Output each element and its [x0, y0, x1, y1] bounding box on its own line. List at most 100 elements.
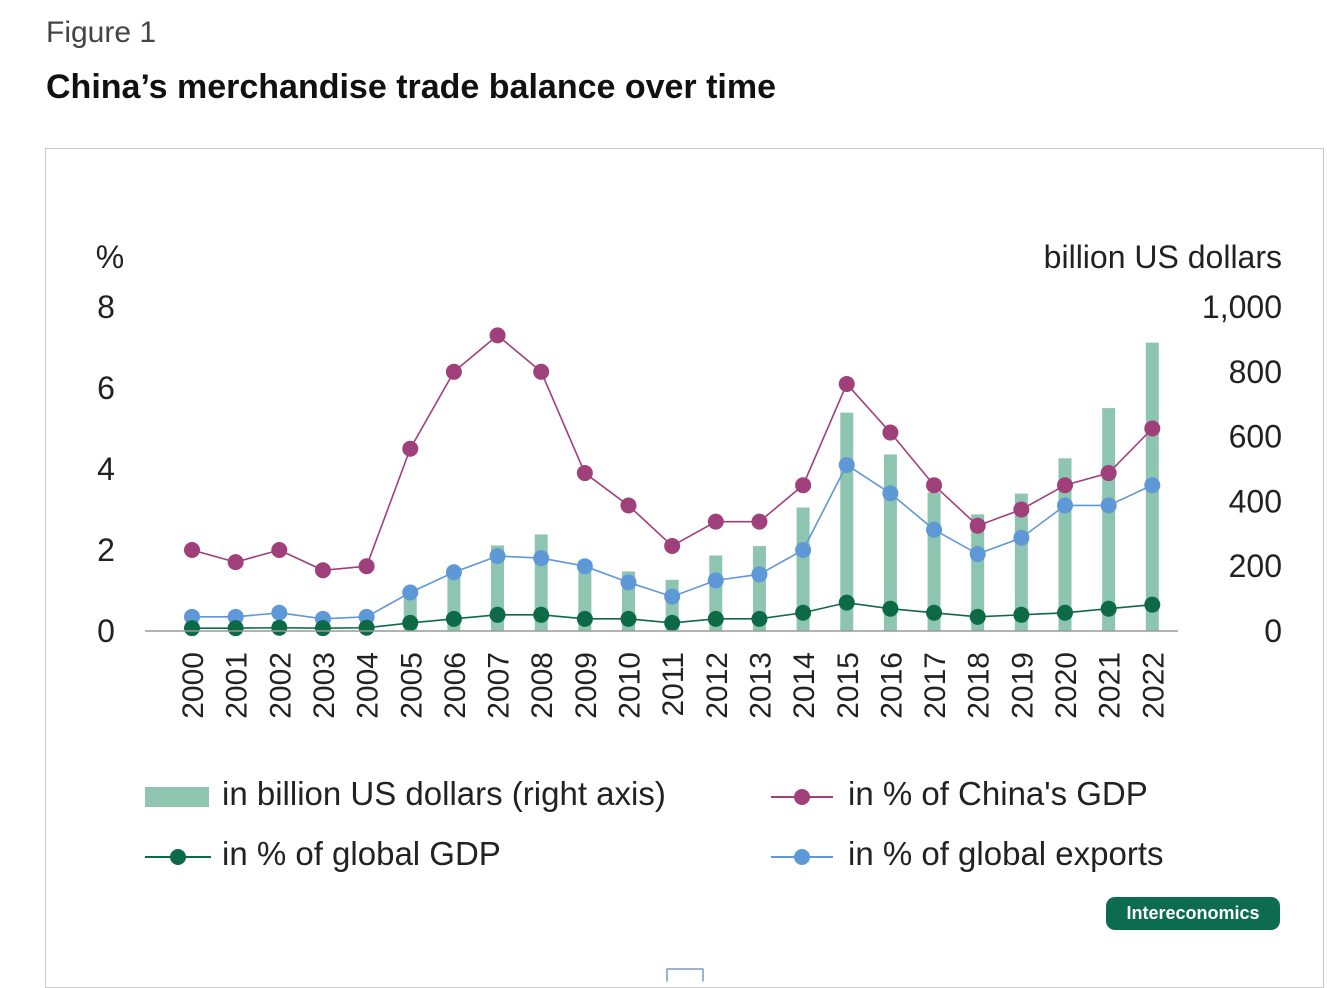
point-china-gdp-2012 [707, 513, 724, 530]
point-china-gdp-2001 [227, 554, 244, 571]
figure-label: Figure 1 [46, 16, 157, 49]
point-china-gdp-2004 [358, 558, 375, 575]
point-china-gdp-2000 [184, 542, 200, 558]
x-tick-label-2011: 2011 [657, 652, 690, 717]
intereconomics-logo: Intereconomics [1106, 897, 1280, 930]
point-global-gdp-2016 [882, 600, 899, 617]
point-global-gdp-2005 [402, 614, 419, 631]
legend-swatch-bars [145, 787, 209, 807]
right-tick-label: 1,000 [1202, 289, 1282, 325]
x-tick-label-2004: 2004 [352, 652, 385, 719]
point-china-gdp-2006 [445, 363, 462, 380]
point-global-gdp-2011 [664, 614, 681, 631]
x-tick-label-2006: 2006 [439, 652, 472, 719]
page-title: China’s merchandise trade balance over t… [46, 68, 777, 106]
point-global-gdp-2017 [926, 604, 943, 621]
point-global-exports-2019 [1013, 529, 1030, 546]
point-global-exports-2002 [271, 604, 288, 621]
left-tick-label: 0 [97, 613, 115, 649]
point-china-gdp-2010 [620, 497, 637, 514]
x-tick-label-2007: 2007 [483, 652, 516, 719]
x-tick-label-2002: 2002 [264, 652, 297, 719]
legend-swatch-global-gdp [145, 849, 211, 865]
point-global-exports-2018 [969, 546, 986, 563]
point-global-gdp-2020 [1057, 604, 1073, 621]
point-global-exports-2014 [795, 542, 812, 558]
point-global-gdp-2009 [576, 610, 593, 627]
point-global-gdp-2014 [795, 604, 812, 621]
point-global-exports-2022 [1144, 477, 1161, 494]
bar-2021 [1102, 408, 1116, 631]
right-tick-label: 400 [1229, 483, 1282, 519]
bar-2014 [796, 507, 810, 631]
point-global-gdp-2004 [358, 619, 375, 636]
point-global-gdp-2001 [227, 620, 244, 637]
point-global-gdp-2000 [184, 620, 200, 637]
point-global-gdp-2003 [314, 620, 331, 637]
point-china-gdp-2018 [969, 517, 986, 534]
x-tick-label-2013: 2013 [744, 652, 777, 719]
right-tick-label: 600 [1229, 419, 1282, 455]
point-global-gdp-2013 [751, 610, 768, 627]
legend-swatch-china-gdp [771, 789, 833, 805]
point-china-gdp-2020 [1057, 477, 1073, 494]
x-tick-label-2016: 2016 [875, 652, 908, 719]
point-china-gdp-2021 [1100, 465, 1117, 482]
left-tick-label: 6 [97, 370, 115, 406]
x-tick-label-2022: 2022 [1137, 652, 1170, 719]
point-china-gdp-2017 [926, 477, 943, 494]
x-tick-label-2015: 2015 [832, 652, 865, 719]
x-tick-label-2018: 2018 [963, 652, 996, 719]
right-tick-label: 0 [1264, 613, 1282, 649]
point-china-gdp-2016 [882, 424, 899, 441]
x-tick-label-2017: 2017 [919, 652, 952, 719]
point-global-exports-2013 [751, 566, 768, 583]
point-china-gdp-2002 [271, 542, 288, 558]
point-china-gdp-2022 [1144, 420, 1161, 437]
point-global-exports-2010 [620, 574, 637, 591]
left-axis-label: % [96, 239, 124, 275]
x-tick-label-2010: 2010 [614, 652, 647, 719]
point-global-exports-2020 [1057, 497, 1073, 514]
point-global-exports-2005 [402, 584, 419, 601]
point-global-gdp-2018 [969, 608, 986, 625]
point-china-gdp-2003 [314, 562, 331, 579]
x-tick-label-2020: 2020 [1050, 652, 1083, 719]
point-global-exports-2015 [838, 456, 855, 473]
x-tick-label-2000: 2000 [177, 652, 210, 719]
point-global-exports-2021 [1100, 497, 1117, 514]
point-global-exports-2009 [576, 558, 593, 575]
line-china-gdp [191, 334, 1153, 572]
point-global-gdp-2007 [489, 606, 506, 623]
point-global-gdp-2010 [620, 610, 637, 627]
point-global-gdp-2002 [271, 619, 288, 636]
bar-2019 [1014, 493, 1028, 631]
document-icon [666, 968, 704, 982]
point-global-exports-2017 [926, 521, 943, 538]
legend-label-global-gdp: in % of global GDP [222, 835, 501, 872]
right-axis-label: billion US dollars [1044, 239, 1282, 275]
point-china-gdp-2005 [402, 440, 419, 457]
bar-2018 [971, 514, 985, 631]
x-tick-label-2009: 2009 [570, 652, 603, 719]
point-global-exports-2011 [664, 588, 681, 605]
point-global-exports-2001 [227, 608, 244, 625]
point-global-exports-2007 [489, 548, 506, 565]
x-tick-label-2012: 2012 [701, 652, 734, 719]
point-global-exports-2012 [707, 572, 724, 589]
point-china-gdp-2008 [533, 363, 550, 380]
point-china-gdp-2009 [576, 465, 593, 482]
point-china-gdp-2019 [1013, 501, 1030, 518]
x-tick-label-2019: 2019 [1006, 652, 1039, 719]
point-global-exports-2000 [184, 608, 200, 625]
point-china-gdp-2014 [795, 477, 812, 494]
x-tick-label-2005: 2005 [395, 652, 428, 719]
point-china-gdp-2013 [751, 513, 768, 530]
point-china-gdp-2015 [838, 375, 855, 392]
legend-label-bars: in billion US dollars (right axis) [222, 775, 666, 812]
point-global-exports-2004 [358, 608, 375, 625]
point-global-exports-2016 [882, 485, 899, 502]
point-global-gdp-2008 [533, 606, 550, 623]
x-tick-label-2008: 2008 [526, 652, 559, 719]
